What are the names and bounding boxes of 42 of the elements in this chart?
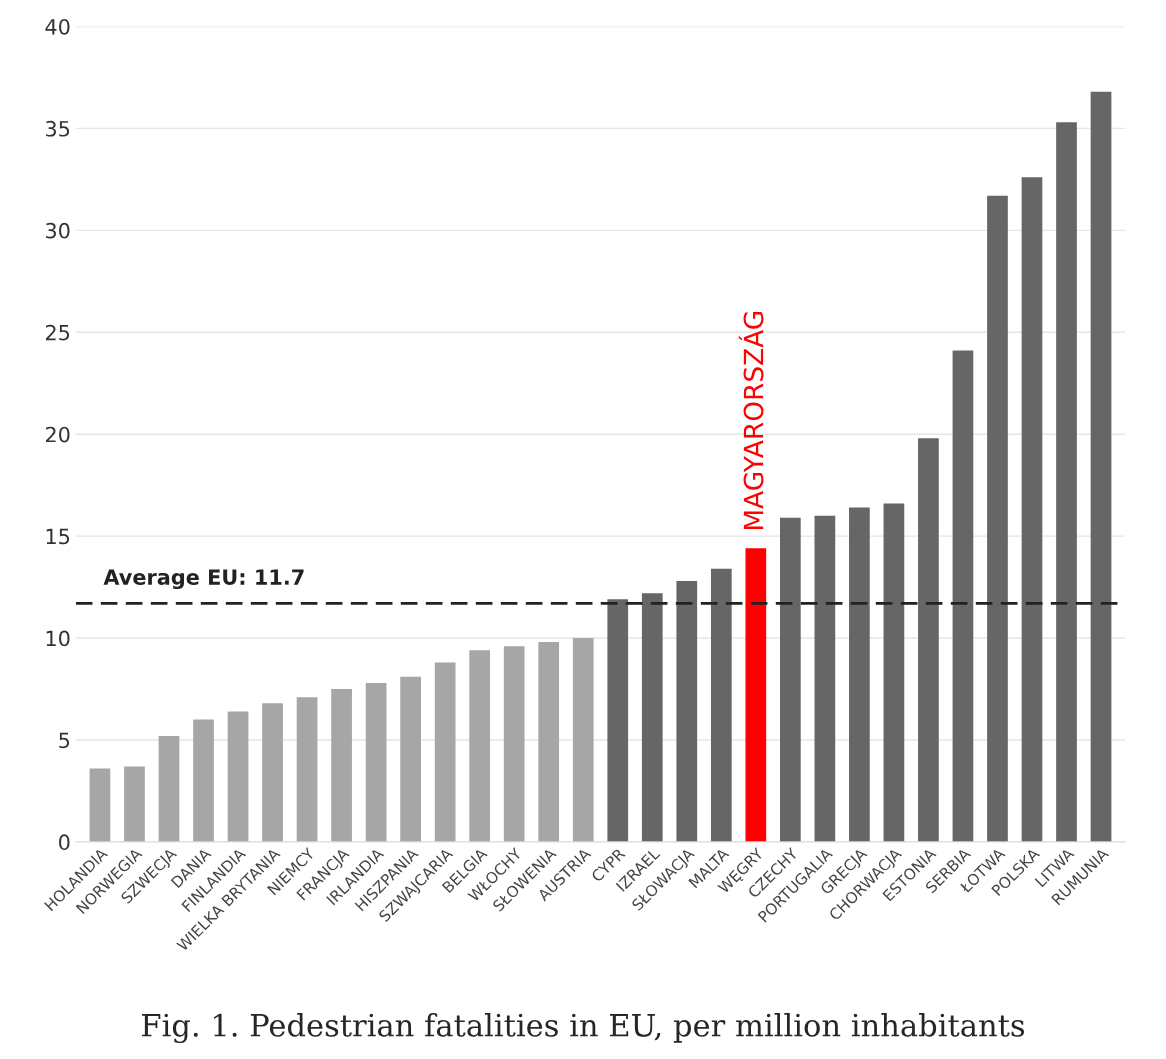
bar	[849, 507, 870, 842]
y-tick-label: 10	[46, 630, 70, 647]
bar	[296, 697, 318, 842]
bar	[158, 735, 180, 842]
bar	[503, 646, 525, 842]
y-tick-label: 35	[46, 120, 70, 137]
y-tick-label: 20	[45, 426, 70, 443]
bar	[400, 676, 421, 842]
bar	[676, 580, 698, 842]
bar	[952, 350, 974, 842]
y-tick-label: 0	[59, 834, 70, 851]
y-tick-label: 15	[46, 528, 70, 545]
bar	[779, 517, 801, 842]
bar	[710, 568, 732, 842]
annotation: MAGYARORSZÁG	[738, 311, 764, 530]
bar	[89, 768, 111, 842]
bar	[193, 719, 214, 842]
bar	[124, 766, 145, 842]
bar	[745, 548, 767, 842]
bar	[1090, 91, 1112, 842]
bar	[1021, 177, 1043, 842]
bar	[641, 593, 663, 842]
y-tick-label: 25	[45, 324, 70, 341]
bar	[1056, 122, 1077, 842]
bar	[572, 638, 594, 842]
y-tick-label: 30	[46, 222, 70, 239]
bar	[883, 503, 905, 842]
bar	[331, 689, 352, 842]
caption: Fig. 1. Pedestrian fatalities in EU, per million inhabitants	[142, 1013, 1025, 1044]
bar	[365, 682, 387, 842]
bar	[434, 662, 456, 842]
bar	[607, 599, 629, 842]
bar	[538, 642, 560, 842]
bar	[918, 438, 939, 842]
y-tick-label: 40	[45, 18, 70, 35]
bar	[227, 711, 249, 842]
bar	[987, 195, 1008, 842]
ref-line-label: Average EU: 11.7	[103, 569, 304, 590]
bar	[814, 515, 836, 842]
bar	[262, 703, 283, 842]
bar	[469, 650, 491, 842]
y-tick-label: 5	[59, 732, 70, 749]
